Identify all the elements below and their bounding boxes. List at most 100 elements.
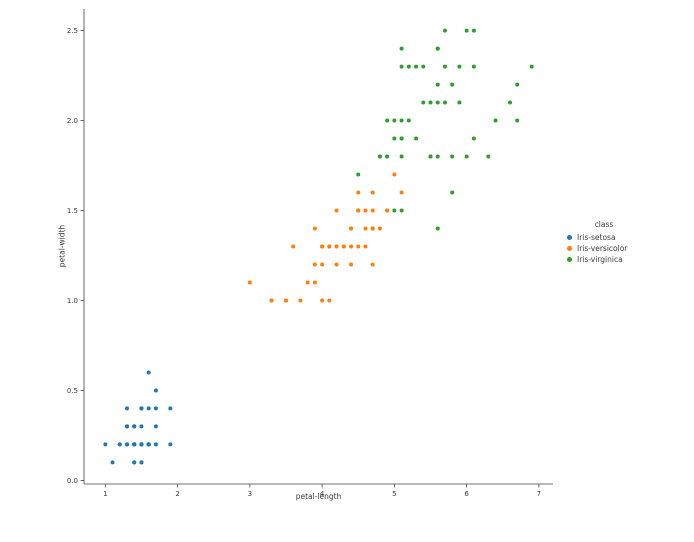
data-point-iris-virginica [428, 154, 433, 159]
data-point-iris-virginica [399, 136, 404, 141]
data-point-iris-virginica [421, 100, 426, 105]
data-point-iris-virginica [442, 100, 447, 105]
data-point-iris-versicolor [312, 262, 317, 267]
x-axis-label: petal-length [295, 492, 342, 501]
legend-marker-iris-versicolor [567, 246, 572, 251]
data-point-iris-versicolor [356, 244, 361, 249]
data-point-iris-setosa [168, 406, 173, 411]
data-point-iris-setosa [146, 442, 151, 447]
data-point-iris-versicolor [385, 208, 390, 213]
data-point-iris-setosa [139, 460, 144, 465]
data-point-iris-virginica [471, 64, 476, 69]
data-point-iris-versicolor [370, 226, 375, 231]
data-point-iris-virginica [435, 154, 440, 159]
data-point-iris-virginica [450, 154, 455, 159]
data-point-iris-versicolor [356, 190, 361, 195]
data-point-iris-virginica [406, 118, 411, 123]
data-point-iris-virginica [471, 28, 476, 33]
data-point-iris-setosa [117, 442, 122, 447]
data-point-iris-versicolor [305, 280, 310, 285]
data-point-iris-virginica [493, 118, 498, 123]
data-point-iris-versicolor [247, 280, 252, 285]
data-point-iris-setosa [110, 460, 115, 465]
data-point-iris-virginica [515, 118, 520, 123]
data-point-iris-versicolor [320, 298, 325, 303]
data-point-iris-setosa [139, 406, 144, 411]
data-point-iris-setosa [139, 442, 144, 447]
data-point-iris-virginica [406, 64, 411, 69]
data-point-iris-virginica [515, 82, 520, 87]
data-point-iris-setosa [168, 442, 173, 447]
data-point-iris-setosa [124, 406, 129, 411]
legend-item-iris-virginica: Iris-virginica [561, 254, 647, 265]
data-point-iris-versicolor [363, 244, 368, 249]
data-point-iris-virginica [428, 100, 433, 105]
y-tick-label: 1.5 [67, 207, 78, 215]
data-point-iris-virginica [392, 118, 397, 123]
data-point-iris-versicolor [320, 262, 325, 267]
data-point-iris-versicolor [327, 244, 332, 249]
data-point-iris-setosa [124, 424, 129, 429]
data-point-iris-virginica [435, 226, 440, 231]
legend-item-iris-setosa: Iris-setosa [561, 232, 647, 243]
data-point-iris-versicolor [363, 208, 368, 213]
data-point-iris-versicolor [312, 280, 317, 285]
x-tick-label: 1 [103, 490, 107, 498]
data-point-iris-virginica [356, 172, 361, 177]
data-point-iris-versicolor [349, 262, 354, 267]
data-point-iris-versicolor [356, 208, 361, 213]
data-point-iris-virginica [392, 208, 397, 213]
legend-marker-iris-setosa [567, 235, 572, 240]
data-point-iris-virginica [385, 154, 390, 159]
data-point-iris-virginica [421, 64, 426, 69]
data-point-iris-versicolor [341, 244, 346, 249]
data-point-iris-virginica [399, 154, 404, 159]
data-point-iris-versicolor [320, 244, 325, 249]
data-point-iris-setosa [132, 442, 137, 447]
x-tick-label: 6 [464, 490, 469, 498]
data-point-iris-versicolor [399, 190, 404, 195]
data-point-iris-versicolor [298, 298, 303, 303]
data-point-iris-setosa [132, 460, 137, 465]
data-point-iris-versicolor [334, 208, 339, 213]
data-point-iris-setosa [124, 442, 129, 447]
data-point-iris-virginica [399, 208, 404, 213]
data-point-iris-virginica [435, 100, 440, 105]
data-point-iris-virginica [508, 100, 513, 105]
data-point-iris-virginica [529, 64, 534, 69]
data-point-iris-setosa [146, 370, 151, 375]
data-point-iris-setosa [146, 406, 151, 411]
y-axis-label: petal-width [57, 224, 67, 268]
y-tick-label: 1.0 [67, 297, 78, 305]
y-tick-label: 2.0 [67, 117, 78, 125]
data-point-iris-virginica [464, 154, 469, 159]
data-point-iris-virginica [414, 64, 419, 69]
data-point-iris-virginica [435, 82, 440, 87]
data-point-iris-versicolor [349, 226, 354, 231]
data-point-iris-setosa [103, 442, 108, 447]
legend-label-iris-setosa: Iris-setosa [577, 233, 616, 242]
x-tick-label: 2 [175, 490, 179, 498]
x-tick-label: 4 [320, 490, 325, 498]
data-point-iris-versicolor [377, 226, 382, 231]
data-point-iris-versicolor [269, 298, 274, 303]
data-point-iris-virginica [435, 46, 440, 51]
y-tick-label: 0.5 [67, 387, 78, 395]
x-tick-label: 7 [537, 490, 541, 498]
data-point-iris-versicolor [291, 244, 296, 249]
data-point-iris-virginica [464, 28, 469, 33]
data-point-iris-versicolor [370, 190, 375, 195]
x-tick-label: 5 [392, 490, 396, 498]
data-point-iris-versicolor [327, 298, 332, 303]
data-point-iris-virginica [442, 28, 447, 33]
data-point-iris-virginica [457, 100, 462, 105]
data-point-iris-versicolor [370, 208, 375, 213]
data-point-iris-versicolor [312, 226, 317, 231]
legend-marker-iris-virginica [567, 257, 572, 262]
data-point-iris-virginica [399, 118, 404, 123]
data-point-iris-virginica [392, 136, 397, 141]
data-point-iris-versicolor [334, 262, 339, 267]
data-point-iris-virginica [450, 190, 455, 195]
legend-item-iris-versicolor: Iris-versicolor [561, 243, 647, 254]
